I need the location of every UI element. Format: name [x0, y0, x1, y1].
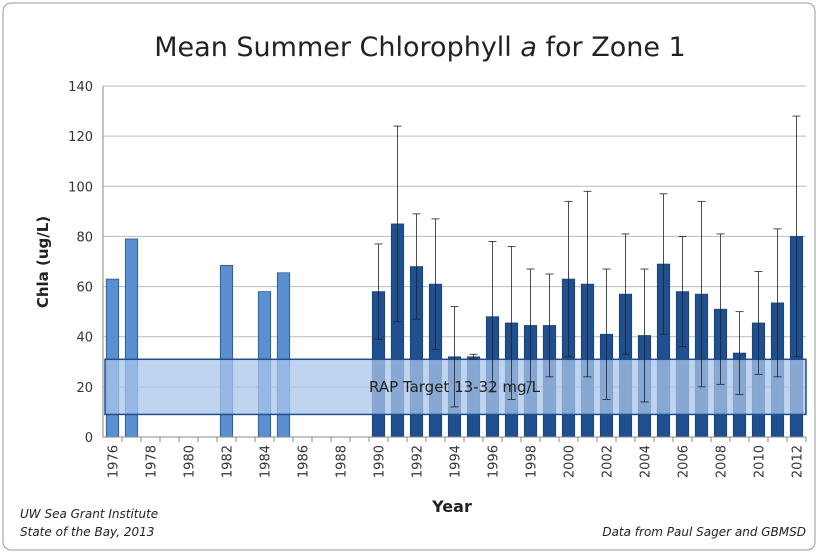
x-tick-label: 1978	[145, 445, 160, 478]
x-tick-label: 1998	[525, 445, 540, 478]
chart-title: Mean Summer Chlorophyll a for Zone 1	[154, 32, 685, 63]
x-tick-label: 2008	[715, 445, 730, 478]
x-tick-label: 2000	[563, 445, 578, 478]
x-tick-label: 2006	[677, 445, 692, 478]
x-tick-label: 1994	[449, 445, 464, 478]
footnote: Data from Paul Sager and GBMSD	[602, 525, 806, 539]
x-tick-label: 2010	[753, 445, 768, 478]
y-tick-label: 60	[76, 281, 93, 296]
y-tick-label: 140	[68, 80, 93, 95]
title-part: for Zone 1	[537, 32, 686, 63]
x-tick-label: 1990	[373, 445, 388, 478]
y-tick-label: 20	[76, 381, 93, 396]
footnote: UW Sea Grant Institute	[20, 507, 158, 521]
y-tick-label: 80	[76, 230, 93, 245]
y-tick-label: 100	[68, 180, 93, 195]
x-tick-label: 2004	[639, 445, 654, 478]
x-tick-label: 1984	[259, 445, 274, 478]
x-tick-label: 1988	[335, 445, 350, 478]
x-tick-label: 2002	[601, 445, 616, 478]
y-axis-label: Chla (ug/L)	[34, 216, 52, 308]
x-tick-label: 1980	[183, 445, 198, 478]
x-tick-label: 1982	[221, 445, 236, 478]
x-tick-label: 2012	[791, 445, 806, 478]
y-tick-label: 0	[85, 431, 93, 446]
x-tick-label: 1996	[487, 445, 502, 478]
target-band	[104, 358, 807, 416]
title-part: Mean Summer Chlorophyll	[154, 32, 520, 63]
x-tick-label: 1992	[411, 445, 426, 478]
title-part: a	[520, 32, 537, 63]
y-tick-label: 40	[76, 331, 93, 346]
x-axis-label: Year	[431, 497, 472, 516]
x-tick-label: 1976	[107, 445, 122, 478]
x-tick-label: 1986	[297, 445, 312, 478]
footnote: State of the Bay, 2013	[20, 525, 154, 539]
y-tick-label: 120	[68, 130, 93, 145]
